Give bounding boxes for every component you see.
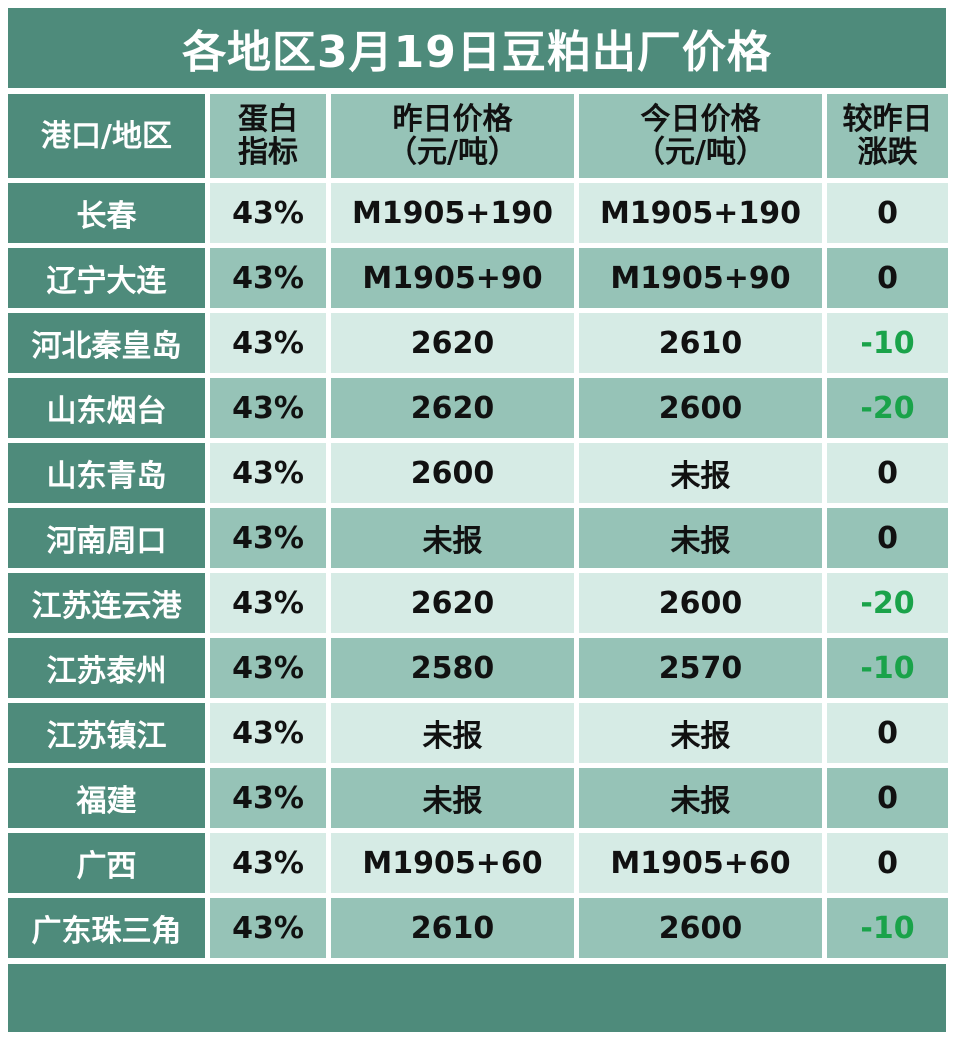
table-cell-protein: 43% [210,443,326,503]
table-cell-yesterday: 2580 [331,638,574,698]
table-cell-protein: 43% [210,898,326,958]
table-cell-today: 2600 [579,378,822,438]
table-cell-yesterday: 2620 [331,313,574,373]
table-cell-region: 江苏泰州 [8,638,205,698]
table-cell-protein: 43% [210,833,326,893]
header-region-line: 港口/地区 [41,118,172,154]
table-cell-change: 0 [827,703,948,763]
header-region: 港口/地区 [8,94,205,178]
table-cell-today: 2570 [579,638,822,698]
table-cell-region: 江苏镇江 [8,703,205,763]
table-cell-region: 河北秦皇岛 [8,313,205,373]
price-table-card: 各地区3月19日豆粕出厂价格 港口/地区 蛋白 指标 昨日价格 （元/吨） 今日… [8,8,948,1032]
table-cell-yesterday: 未报 [331,768,574,828]
table-cell-yesterday: 2600 [331,443,574,503]
table-cell-region: 广东珠三角 [8,898,205,958]
table-cell-yesterday: 未报 [331,508,574,568]
table-cell-region: 广西 [8,833,205,893]
table-cell-yesterday: M1905+190 [331,183,574,243]
page-title: 各地区3月19日豆粕出厂价格 [8,8,946,88]
table-cell-yesterday: 2610 [331,898,574,958]
table-cell-change: -20 [827,573,948,633]
header-yesterday-line-1: 昨日价格 [392,102,513,137]
table-cell-today: 未报 [579,443,822,503]
table-footer-bar [8,964,946,1032]
table-cell-protein: 43% [210,378,326,438]
header-today-price: 今日价格 （元/吨） [579,94,822,178]
header-yesterday-price: 昨日价格 （元/吨） [331,94,574,178]
header-protein: 蛋白 指标 [210,94,326,178]
table-cell-today: 未报 [579,508,822,568]
table-cell-region: 山东青岛 [8,443,205,503]
table-cell-yesterday: M1905+90 [331,248,574,308]
table-cell-change: -20 [827,378,948,438]
table-cell-region: 山东烟台 [8,378,205,438]
table-cell-change: 0 [827,443,948,503]
table-cell-protein: 43% [210,313,326,373]
header-change: 较昨日 涨跌 [827,94,948,178]
table-cell-region: 长春 [8,183,205,243]
table-cell-region: 福建 [8,768,205,828]
table-cell-change: -10 [827,638,948,698]
table-cell-change: 0 [827,183,948,243]
header-change-line-1: 较昨日 [842,102,933,137]
table-cell-today: 未报 [579,703,822,763]
table-cell-yesterday: 2620 [331,378,574,438]
table-cell-change: -10 [827,313,948,373]
table-cell-today: M1905+90 [579,248,822,308]
table-cell-protein: 43% [210,248,326,308]
header-today-line-1: 今日价格 [640,102,761,137]
table-cell-change: 0 [827,508,948,568]
header-yesterday-line-2: （元/吨） [387,135,518,170]
price-table: 港口/地区 蛋白 指标 昨日价格 （元/吨） 今日价格 （元/吨） 较昨日 涨跌… [8,94,948,958]
table-cell-today: 2600 [579,898,822,958]
table-cell-today: 2600 [579,573,822,633]
table-cell-protein: 43% [210,703,326,763]
table-cell-today: M1905+190 [579,183,822,243]
table-cell-region: 江苏连云港 [8,573,205,633]
header-protein-line-1: 蛋白 [238,102,298,137]
table-cell-yesterday: 2620 [331,573,574,633]
table-cell-today: 未报 [579,768,822,828]
table-cell-today: 2610 [579,313,822,373]
table-cell-protein: 43% [210,768,326,828]
table-cell-protein: 43% [210,638,326,698]
table-cell-protein: 43% [210,508,326,568]
table-cell-change: 0 [827,248,948,308]
table-cell-change: 0 [827,833,948,893]
header-protein-line-2: 指标 [238,135,298,170]
table-cell-yesterday: M1905+60 [331,833,574,893]
table-cell-change: 0 [827,768,948,828]
header-change-line-2: 涨跌 [857,135,918,170]
table-cell-change: -10 [827,898,948,958]
table-cell-region: 辽宁大连 [8,248,205,308]
table-cell-protein: 43% [210,573,326,633]
table-cell-yesterday: 未报 [331,703,574,763]
table-cell-region: 河南周口 [8,508,205,568]
header-today-line-2: （元/吨） [635,135,766,170]
table-cell-protein: 43% [210,183,326,243]
table-cell-today: M1905+60 [579,833,822,893]
